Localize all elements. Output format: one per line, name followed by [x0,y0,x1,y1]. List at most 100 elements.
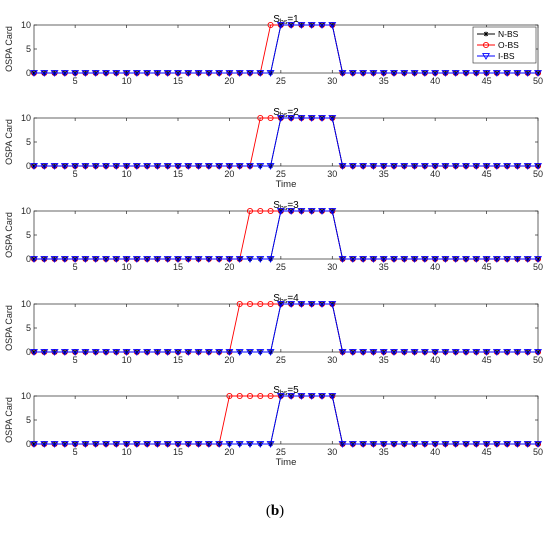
data-point [194,256,203,263]
caption-close-paren: ) [279,503,285,519]
data-point [215,349,224,356]
legend-marker [482,53,490,60]
data-point [81,70,90,77]
data-point [184,349,193,356]
data-point [503,349,512,356]
chart-panel-5: 5 10 15 20 25 30 35 40 45 50 0 5 10 OSPA Card Time Sbs=… [4,385,543,468]
data-point [112,441,121,448]
data-point [359,256,368,263]
data-point [40,70,49,77]
x-tick-label: 50 [533,76,543,86]
data-point [246,392,254,400]
data-point [194,163,203,170]
data-point [256,163,265,170]
data-point [451,70,460,77]
data-point [122,441,131,448]
data-point [451,256,460,263]
x-tick-label: 30 [327,447,337,457]
data-point [359,349,368,356]
data-point [71,163,80,170]
x-tick-label: 30 [327,262,337,272]
data-point [307,301,316,308]
data-point [163,441,172,448]
title-base: S [273,200,280,211]
data-point [441,256,450,263]
data-point [410,441,419,448]
y-axis-label: OSPA Card [4,305,14,351]
data-point [513,256,522,263]
data-point [276,115,285,122]
data-point [50,70,59,77]
data-point [431,256,440,263]
x-tick-label: 35 [379,262,389,272]
data-point [400,441,409,448]
data-point [71,70,80,77]
data-point [390,163,398,170]
data-point [369,441,378,448]
data-point [50,441,59,448]
x-tick-label: 20 [224,76,234,86]
data-point [318,301,326,308]
data-point [71,256,80,263]
data-point [348,256,357,263]
data-point [431,349,440,356]
data-point [235,163,244,170]
data-point [143,70,152,77]
legend: N-BSO-BSI-BS [472,26,537,64]
data-point [102,349,110,356]
data-point [369,70,378,77]
data-point [174,441,182,448]
data-point [71,349,80,356]
data-point [235,70,244,77]
x-tick-label: 10 [122,76,132,86]
data-point [420,441,429,448]
data-point [348,441,357,448]
chart-panel-3: 5 10 15 20 25 30 35 40 45 50 0 5 10 OSPA Card Sbs=3 [4,200,543,272]
chart-title: Sbs=4 [273,293,299,305]
data-point [102,70,110,77]
title-suffix: =1 [287,14,299,25]
series-i-bs [30,115,542,170]
data-point [81,349,90,356]
data-point [318,115,326,122]
data-point [482,441,491,448]
data-point [112,163,121,170]
data-point [122,70,131,77]
data-point [50,256,59,263]
data-point [174,349,182,356]
data-point [307,22,316,29]
y-tick-label: 0 [26,254,31,264]
x-tick-label: 20 [224,169,234,179]
data-point [143,349,152,356]
data-point [410,163,419,170]
data-point [276,22,285,29]
data-point [204,349,213,356]
data-point [267,114,274,122]
data-point [194,70,203,77]
data-point [338,441,347,448]
data-point [318,22,326,29]
data-point [50,163,59,170]
y-tick-label: 0 [26,161,31,171]
y-tick-label: 10 [21,206,31,216]
data-point [297,115,306,122]
data-point [257,114,264,122]
data-point [225,349,234,356]
data-point [472,70,481,77]
data-point [287,208,296,215]
data-point [81,441,90,448]
data-point [215,256,224,263]
data-point [369,256,378,263]
data-point [132,349,141,356]
data-point [400,349,409,356]
x-tick-label: 15 [173,169,183,179]
data-point [184,70,193,77]
data-point [462,256,470,263]
data-point [297,301,306,308]
data-point [328,393,337,400]
data-point [379,70,388,77]
data-point [472,163,481,170]
data-point [40,256,49,263]
data-point [91,349,100,356]
data-point [534,256,542,263]
